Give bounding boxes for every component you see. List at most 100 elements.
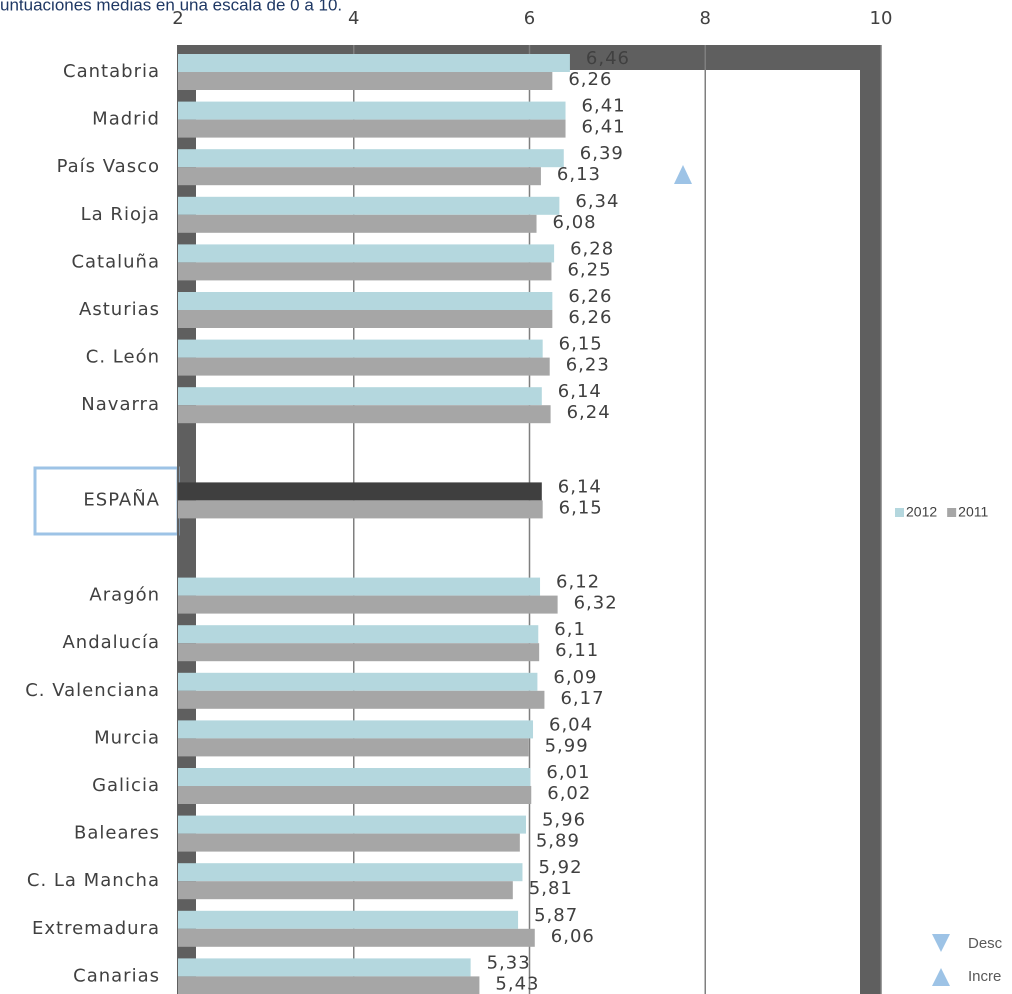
bar [178,910,519,929]
bar [178,262,552,281]
bar [178,928,535,947]
annotation: Incre [968,968,1001,985]
value-label: 6,17 [560,688,604,709]
bar [178,482,542,501]
y-tick-label: C. Valenciana [25,680,160,701]
value-label: 5,81 [529,878,573,899]
bar [178,72,553,90]
value-label: 5,89 [536,831,580,852]
y-tick-label: Madrid [92,109,160,130]
bar [178,863,523,882]
value-label: 6,14 [558,381,602,402]
bar [178,720,534,739]
bar [178,958,471,977]
value-label: 6,26 [568,69,612,90]
value-label: 6,08 [553,212,597,233]
value-label: 6,25 [567,259,611,280]
y-tick-label: Murcia [94,727,160,748]
value-label: 5,99 [545,735,589,756]
bar [178,690,545,709]
y-tick-label: Baleares [74,823,160,844]
value-label: 6,41 [582,117,626,138]
value-label: 6,11 [555,640,599,661]
value-label: 5,92 [538,857,582,878]
x-tick-label: 8 [700,8,711,29]
value-label: 6,01 [546,762,590,783]
y-tick-label: Asturias [79,299,160,320]
decrease-icon [932,934,950,952]
bar [178,387,542,406]
bar [178,244,555,263]
bar [178,405,551,424]
value-label: 5,96 [542,810,586,831]
bar [178,339,543,358]
y-tick-label: ESPAÑA [83,488,160,510]
x-tick-label: 6 [524,8,535,29]
value-label: 5,43 [495,973,539,994]
y-tick-label: La Rioja [81,204,160,225]
bar [178,214,537,233]
value-label: 6,26 [568,307,612,328]
value-label: 5,87 [534,905,578,926]
x-tick-label: 10 [870,8,893,29]
increase-marker [674,165,692,184]
value-label: 6,04 [549,714,593,735]
value-label: 6,06 [551,926,595,947]
value-label: 6,23 [566,355,610,376]
y-tick-label: Andalucía [62,632,160,653]
value-label: 6,09 [553,667,597,688]
y-tick-label: País Vasco [57,156,160,177]
y-tick-label: Aragón [89,585,160,606]
y-tick-label: Galicia [92,775,160,796]
bar [178,101,566,120]
y-tick-label: Cataluña [71,251,160,272]
value-label: 6,1 [554,619,586,640]
value-label: 6,41 [582,96,626,117]
bar [178,881,513,900]
bar [178,577,541,596]
value-label: 6,28 [570,238,614,259]
bar [178,500,543,519]
bar [178,292,553,310]
bar [178,976,480,994]
increase-icon [932,968,950,986]
value-label: 5,33 [487,952,531,973]
value-label: 6,14 [558,476,602,497]
value-label: 6,15 [559,334,603,355]
bar [178,625,539,644]
bar [178,54,570,72]
value-label: 6,34 [575,191,619,212]
value-label: 6,32 [574,593,618,614]
bar [178,196,560,215]
y-tick-label: Canarias [73,965,160,986]
legend-label: 2011 [958,504,988,520]
legend-swatch [895,508,904,517]
bar [178,357,550,376]
y-tick-label: Cantabria [63,61,160,82]
value-label: 6,24 [567,402,611,423]
y-tick-label: C. León [86,347,160,368]
value-label: 6,39 [580,143,624,164]
value-label: 6,02 [547,783,591,804]
bar [178,738,529,757]
bar [178,310,553,328]
legend-label: 2012 [906,504,937,520]
value-label: 6,13 [557,164,601,185]
bar [178,167,541,186]
value-label: 6,12 [556,572,600,593]
annotation: Desc [968,935,1003,952]
bar [178,815,526,834]
y-tick-label: Navarra [81,394,160,415]
value-label: 6,26 [568,286,612,307]
y-tick-label: C. La Mancha [27,870,160,891]
bar [178,672,538,691]
x-tick-label: 4 [348,8,359,29]
bar [178,833,520,852]
value-label: 6,15 [559,497,603,518]
bar [178,595,558,614]
bar [178,119,566,138]
value-label: 6,46 [586,48,630,69]
bar [178,768,531,786]
